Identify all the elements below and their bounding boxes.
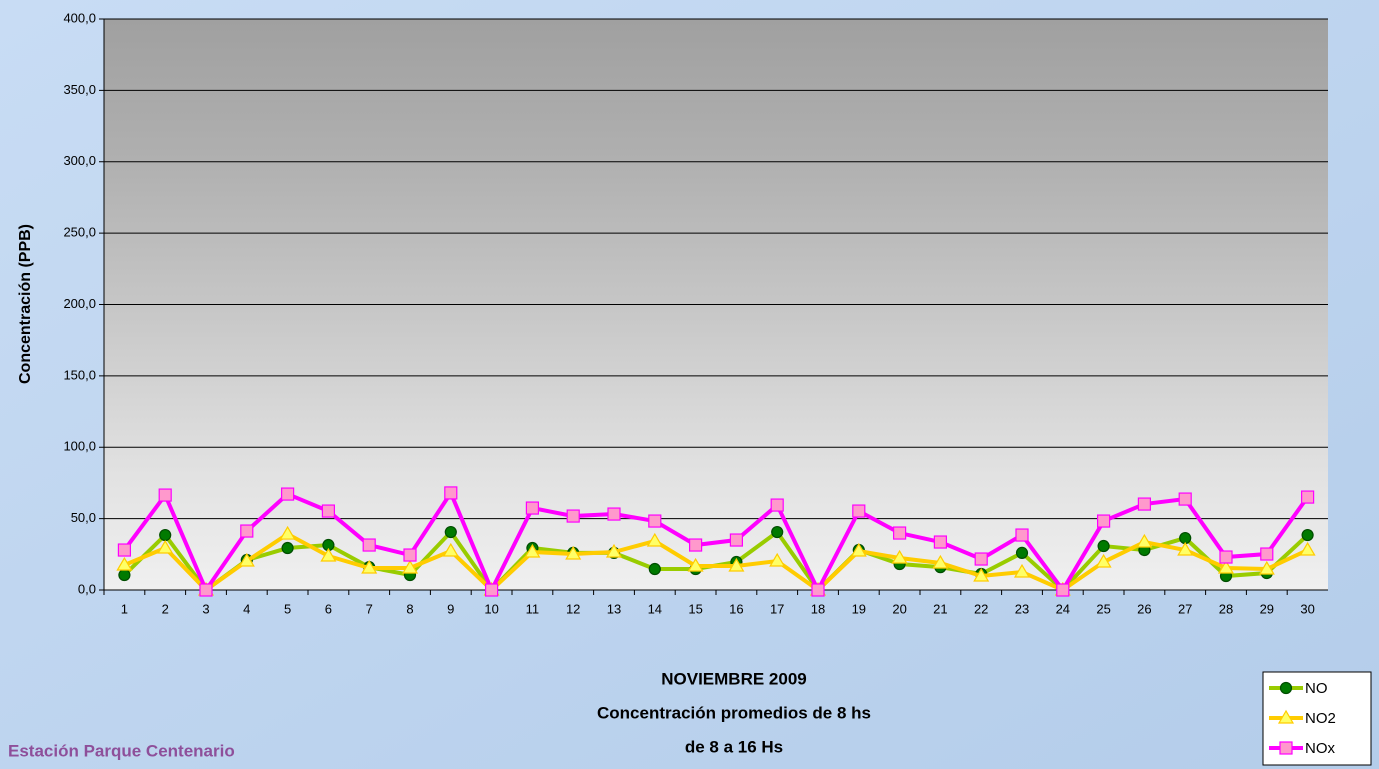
data-point [934, 536, 946, 548]
data-point [526, 502, 538, 514]
chart: Concentración (PPB) Estación Parque Cent… [0, 0, 1379, 769]
legend-label: NO2 [1305, 710, 1336, 727]
x-tick-label: 5 [284, 601, 291, 616]
x-tick-label: 13 [607, 601, 621, 616]
data-point [1302, 530, 1313, 541]
x-tick-label: 3 [202, 601, 209, 616]
data-point [853, 505, 865, 517]
x-tick-label: 9 [447, 601, 454, 616]
y-tick-label: 150,0 [63, 367, 96, 382]
x-tick-label: 11 [526, 601, 540, 616]
data-point [1179, 493, 1191, 505]
y-axis-label: Concentración (PPB) [17, 224, 34, 384]
data-point [771, 499, 783, 511]
x-tick-label: 27 [1178, 601, 1192, 616]
x-tick-label: 20 [892, 601, 906, 616]
data-point [975, 553, 987, 565]
x-tick-label: 18 [811, 601, 825, 616]
x-tick-label: 12 [566, 601, 580, 616]
data-point [649, 515, 661, 527]
data-point [567, 510, 579, 522]
x-tick-label: 19 [852, 601, 866, 616]
x-tick-label: 30 [1300, 601, 1314, 616]
x-tick-label: 1 [121, 601, 128, 616]
x-tick-label: 29 [1260, 601, 1274, 616]
x-tick-label: 23 [1015, 601, 1029, 616]
chart-title: Concentración promedios de 8 hs [597, 703, 871, 722]
y-tick-label: 0,0 [78, 581, 96, 596]
x-tick-label: 21 [933, 601, 947, 616]
x-tick-label: 16 [729, 601, 743, 616]
x-tick-label: 24 [1056, 601, 1070, 616]
x-tick-label: 7 [366, 601, 373, 616]
data-point [730, 534, 742, 546]
data-point [159, 489, 171, 501]
data-point [608, 508, 620, 520]
data-point [486, 584, 498, 596]
data-point [1098, 541, 1109, 552]
x-tick-label: 10 [484, 601, 498, 616]
data-point [200, 584, 212, 596]
data-point [690, 539, 702, 551]
legend-marker [1280, 742, 1292, 754]
x-tick-label: 15 [688, 601, 702, 616]
data-point [1220, 551, 1232, 563]
data-point [1261, 548, 1273, 560]
data-point [812, 584, 824, 596]
y-tick-label: 400,0 [63, 10, 96, 25]
data-point [1138, 498, 1150, 510]
data-point [241, 525, 253, 537]
x-tick-label: 8 [406, 601, 413, 616]
data-point [282, 488, 294, 500]
data-point [404, 549, 416, 561]
y-tick-label: 100,0 [63, 439, 96, 454]
legend-marker [1281, 683, 1292, 694]
data-point [772, 527, 783, 538]
y-tick-label: 200,0 [63, 296, 96, 311]
legend-label: NOx [1305, 740, 1336, 757]
y-tick-label: 250,0 [63, 225, 96, 240]
chart-title: NOVIEMBRE 2009 [661, 669, 807, 688]
x-tick-label: 22 [974, 601, 988, 616]
data-point [160, 530, 171, 541]
y-tick-label: 350,0 [63, 82, 96, 97]
data-point [322, 505, 334, 517]
y-tick-label: 50,0 [71, 510, 96, 525]
x-tick-label: 28 [1219, 601, 1233, 616]
data-point [894, 527, 906, 539]
data-point [282, 543, 293, 554]
legend-label: NO [1305, 680, 1328, 697]
x-tick-label: 25 [1096, 601, 1110, 616]
y-tick-label: 300,0 [63, 153, 96, 168]
data-point [445, 487, 457, 499]
data-point [1302, 491, 1314, 503]
data-point [118, 544, 130, 556]
x-tick-label: 4 [243, 601, 250, 616]
x-tick-label: 14 [648, 601, 662, 616]
data-point [649, 564, 660, 575]
data-point [119, 570, 130, 581]
x-tick-label: 2 [162, 601, 169, 616]
page: Concentración (PPB) Estación Parque Cent… [0, 0, 1379, 769]
x-tick-label: 17 [770, 601, 784, 616]
station-label: Estación Parque Centenario [8, 741, 235, 760]
x-tick-label: 26 [1137, 601, 1151, 616]
data-point [363, 539, 375, 551]
x-tick-label: 6 [325, 601, 332, 616]
data-point [1016, 529, 1028, 541]
chart-title: de 8 a 16 Hs [685, 737, 783, 756]
data-point [445, 527, 456, 538]
data-point [1057, 584, 1069, 596]
data-point [1098, 515, 1110, 527]
data-point [1017, 547, 1028, 558]
